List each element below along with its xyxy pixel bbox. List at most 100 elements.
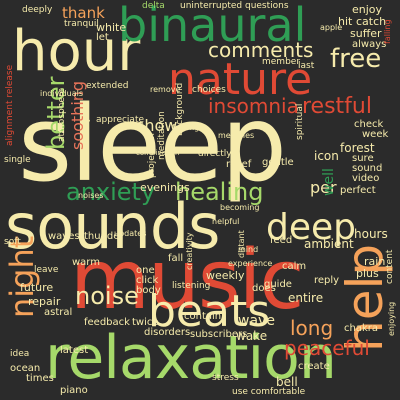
word-extra4: individuals (40, 89, 83, 98)
word-chakra: chakra (344, 323, 378, 334)
word-binaural: binaural (118, 0, 307, 52)
word-wake: wake (236, 329, 268, 343)
word-evenings: evenings (140, 181, 190, 194)
word-extra7: melodies (218, 131, 255, 140)
word-icon: icon (314, 149, 339, 163)
word-per: per (310, 178, 337, 197)
word-relaxation: relaxation (45, 323, 337, 393)
word-choices: choices (192, 85, 226, 95)
word-extra11: becoming (220, 203, 260, 212)
word-deep: deep (266, 207, 356, 248)
word-perfect: perfect (340, 185, 376, 196)
word-show: show (136, 116, 178, 135)
word-body: body (136, 285, 161, 296)
word-piano: piano (60, 385, 88, 396)
word-delta: delta (142, 1, 165, 11)
word-extra8: remove (150, 85, 181, 94)
word-hour: hour (12, 19, 141, 84)
word-sure: sure (352, 153, 374, 164)
word-insomnia: insomnia (208, 94, 299, 118)
word-extra6: feeling (172, 123, 200, 132)
word-catch: catch (356, 15, 387, 28)
word-mind: mind (238, 245, 259, 254)
word-gentle: gentle (262, 157, 294, 168)
word-white: white (96, 21, 127, 34)
word-single: single (4, 155, 31, 165)
word-extra1: falling (383, 19, 392, 44)
word-restful: restful (302, 94, 372, 119)
word-let: let (96, 32, 109, 43)
word-forest: forest (340, 141, 375, 155)
word-entire: entire (288, 291, 324, 305)
word-thank: thank (62, 4, 105, 22)
word-directly: directly (198, 149, 232, 159)
word-waves: waves (48, 231, 80, 242)
word-last: last (298, 61, 315, 71)
word-well: well (321, 168, 337, 196)
word-relief: relief (226, 159, 252, 170)
word-rain: rain (364, 255, 386, 268)
word-video: video (352, 173, 380, 184)
word-bell: bell (276, 375, 298, 389)
word-noise: noise (75, 282, 139, 310)
word-peaceful: peaceful (284, 336, 370, 360)
word-calm: calm (282, 261, 307, 272)
word-extended: extended (86, 81, 129, 91)
word-sound: sound (352, 163, 383, 174)
word-member: member (262, 57, 301, 67)
word-thunder: thunder (84, 231, 124, 242)
word-sounds: sounds (5, 190, 220, 263)
word-content: content (385, 249, 395, 284)
word-anxiety: anxiety (66, 178, 156, 206)
word-use-comfortable: use comfortable (232, 387, 306, 397)
word-click: click (136, 275, 159, 286)
word-ambient: ambient (304, 237, 354, 251)
word-fall: fall (168, 253, 184, 264)
word-twice: twice (132, 317, 159, 328)
word-deeply: deeply (22, 5, 53, 15)
word-feedback: feedback (84, 317, 130, 328)
word-enjoy: enjoy (352, 3, 383, 16)
word-does: does (252, 283, 276, 294)
word-extra9: helpful (212, 217, 240, 226)
word-sleep: sleep (18, 83, 287, 205)
word-one: one (136, 265, 155, 276)
word-hit: hit (338, 15, 353, 28)
word-spiritual: spiritual (295, 103, 305, 140)
word-creativity: creativity (185, 232, 194, 270)
word-listening: listening (172, 281, 211, 291)
word-create: create (298, 361, 330, 372)
word-disorders: disorders (144, 327, 191, 338)
word-repair: repair (28, 295, 61, 308)
word-tranquil: tranquil (64, 19, 99, 29)
word-warm: warm (72, 257, 100, 268)
word-idea: idea (10, 349, 30, 359)
word-beats: beats (148, 286, 271, 337)
word-appreciate: appreciate (96, 115, 145, 125)
word-astral: astral (44, 307, 73, 318)
word-stress: stress (212, 373, 239, 383)
word-extra5: combination (136, 149, 180, 157)
word-extra2: apple (320, 23, 343, 32)
word-healing: healing (175, 178, 264, 206)
word-latest: latest (60, 345, 89, 356)
word-suffer: suffer (350, 27, 382, 40)
word-times: times (26, 373, 54, 384)
word-comments: comments (208, 38, 314, 62)
word-enjoying: enjoying (387, 301, 396, 336)
word-wave: wave (238, 313, 275, 329)
word-experience: experience (228, 259, 273, 268)
word-leave: leave (34, 265, 59, 275)
word-ocean: ocean (10, 363, 41, 374)
word-week: week (362, 129, 389, 140)
word-music: music (70, 233, 304, 328)
word-hours: hours (354, 227, 388, 241)
word-contain: contain (184, 311, 222, 322)
word-subscribers: subscribers (190, 329, 248, 340)
word-free: free (330, 44, 382, 74)
word-feed: feed (270, 235, 293, 246)
word-distant: distant (237, 230, 246, 258)
word-plus: plus (356, 267, 379, 280)
word-extra10: updates (114, 229, 147, 238)
